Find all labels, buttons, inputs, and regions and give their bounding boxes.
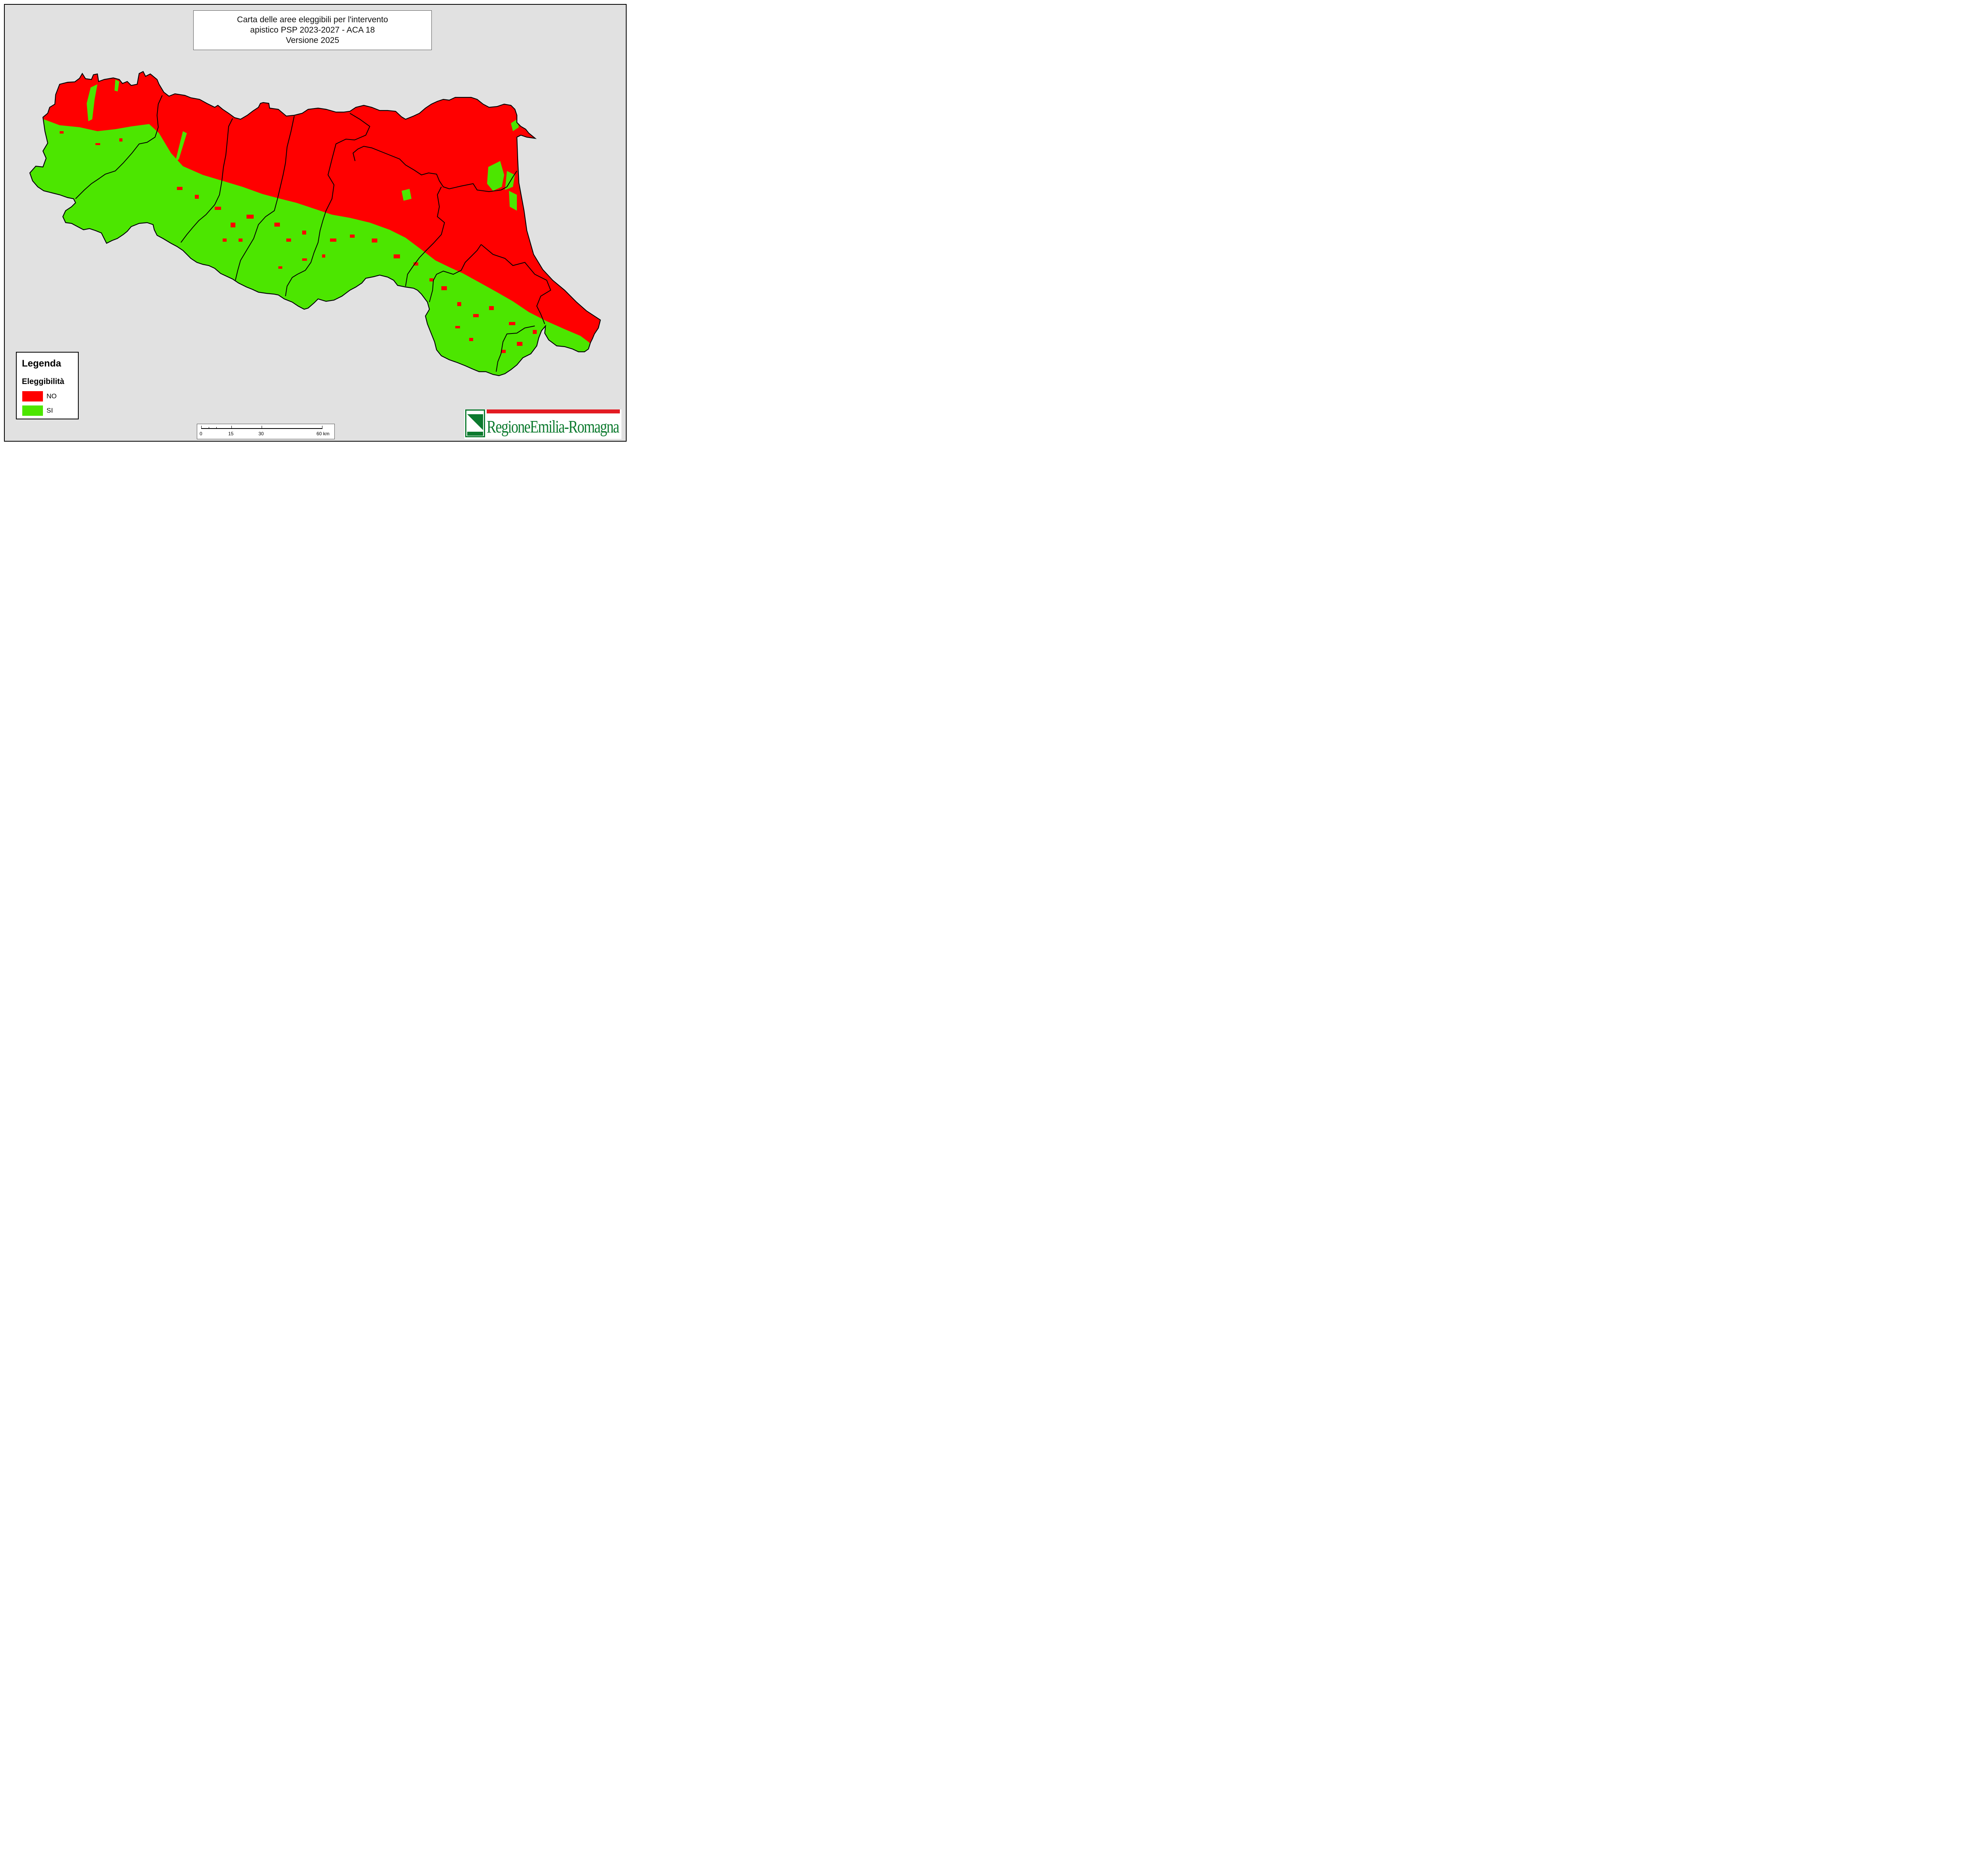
- legend-title: Legenda: [22, 358, 61, 369]
- border-forli-rimini: [481, 244, 551, 324]
- regione-logo: RegioneEmilia-Romagna: [464, 409, 621, 439]
- legend-swatch-si: [22, 405, 43, 416]
- border-modena-ferrara: [352, 145, 450, 189]
- border-bologna-ravenna: [405, 186, 445, 287]
- si-river-2: [151, 133, 159, 144]
- legend-label-si: SI: [47, 407, 53, 414]
- title-line-3: Versione 2025: [285, 36, 340, 45]
- border-piacenza-parma: [75, 95, 163, 199]
- logo-red-line: [487, 409, 620, 413]
- si-patch-nw2: [115, 80, 119, 91]
- scale-bar: 0 15 30 60 km: [197, 424, 335, 439]
- si-patch-mid: [402, 189, 412, 201]
- si-patch-nw: [87, 84, 97, 121]
- border-parma-reggio: [181, 118, 233, 243]
- no-speckles: [60, 131, 537, 353]
- title-line-1: Carta delle aree eleggibili per l'interv…: [237, 15, 388, 24]
- si-river-1: [175, 131, 187, 163]
- legend-subtitle: Eleggibilità: [22, 377, 64, 386]
- logo-emblem-icon: [465, 409, 485, 437]
- scale-tick: [231, 426, 232, 429]
- border-reggio-modena: [235, 116, 295, 281]
- legend-box: Legenda Eleggibilità NO SI: [16, 352, 79, 419]
- legend-label-no: NO: [47, 392, 57, 400]
- si-coastal-forest-3: [509, 191, 517, 211]
- logo-wordmark: RegioneEmilia-Romagna: [487, 417, 619, 436]
- scale-label-60: 60 km: [316, 431, 330, 436]
- scale-tick: [201, 426, 202, 429]
- region-map: [29, 71, 601, 376]
- scale-label-15: 15: [228, 431, 234, 436]
- border-forli-rimini-south: [496, 326, 535, 372]
- title-line-2: apistico PSP 2023-2027 - ACA 18: [250, 25, 375, 35]
- legend-swatch-no: [22, 391, 43, 401]
- border-modena-bologna: [285, 113, 371, 297]
- border-ferrara-ravenna: [449, 171, 517, 192]
- map-title-box: Carta delle aree eleggibili per l'interv…: [193, 10, 432, 50]
- province-borders: [75, 95, 551, 372]
- scale-label-30: 30: [258, 431, 264, 436]
- scale-label-0: 0: [200, 431, 202, 436]
- scale-tick: [216, 427, 217, 429]
- border-ravenna-forli: [429, 244, 481, 303]
- si-coastal-forest-1: [487, 161, 504, 191]
